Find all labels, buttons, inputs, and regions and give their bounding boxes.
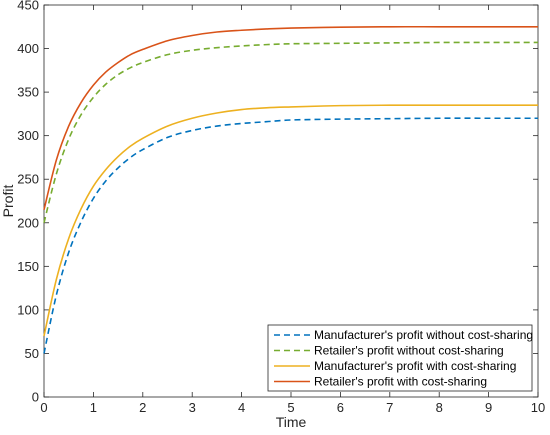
legend-box [267,324,533,392]
series-line-2 [43,41,538,223]
y-tick-label: 450 [17,0,39,13]
legend-label: Manufacturer's profit with cost-sharing [314,359,516,373]
series-line-3 [43,104,538,337]
x-tick-label: 6 [337,400,344,415]
legend-label: Retailer's profit with cost-sharing [314,375,487,389]
x-tick-label: 5 [287,400,294,415]
y-tick-label: 250 [17,172,39,187]
x-axis-title: Time [276,414,307,430]
series-line-1 [43,117,538,354]
y-tick-label: 0 [32,390,39,405]
x-tick-label: 2 [139,400,146,415]
x-tick-label: 3 [189,400,196,415]
series-line-4 [43,25,538,210]
x-tick-label: 7 [386,400,393,415]
y-tick-label: 200 [17,215,39,230]
y-tick-label: 350 [17,85,39,100]
y-tick-label: 400 [17,41,39,56]
y-tick-label: 300 [17,128,39,143]
y-tick-label: 100 [17,302,39,317]
y-tick-label: 150 [17,259,39,274]
x-tick-label: 4 [238,400,245,415]
x-tick-label: 1 [90,400,97,415]
series-lines [43,25,538,354]
x-tick-label: 8 [436,400,443,415]
x-tick-label: 10 [531,400,545,415]
legend-label: Manufacturer's profit without cost-shari… [314,328,533,342]
y-axis-title: Profit [0,185,16,218]
legend: Manufacturer's profit without cost-shari… [267,324,533,392]
x-tick-label: 9 [485,400,492,415]
y-tick-label: 50 [25,346,39,361]
x-tick-label: 0 [40,400,47,415]
legend-label: Retailer's profit without cost-sharing [314,344,504,358]
